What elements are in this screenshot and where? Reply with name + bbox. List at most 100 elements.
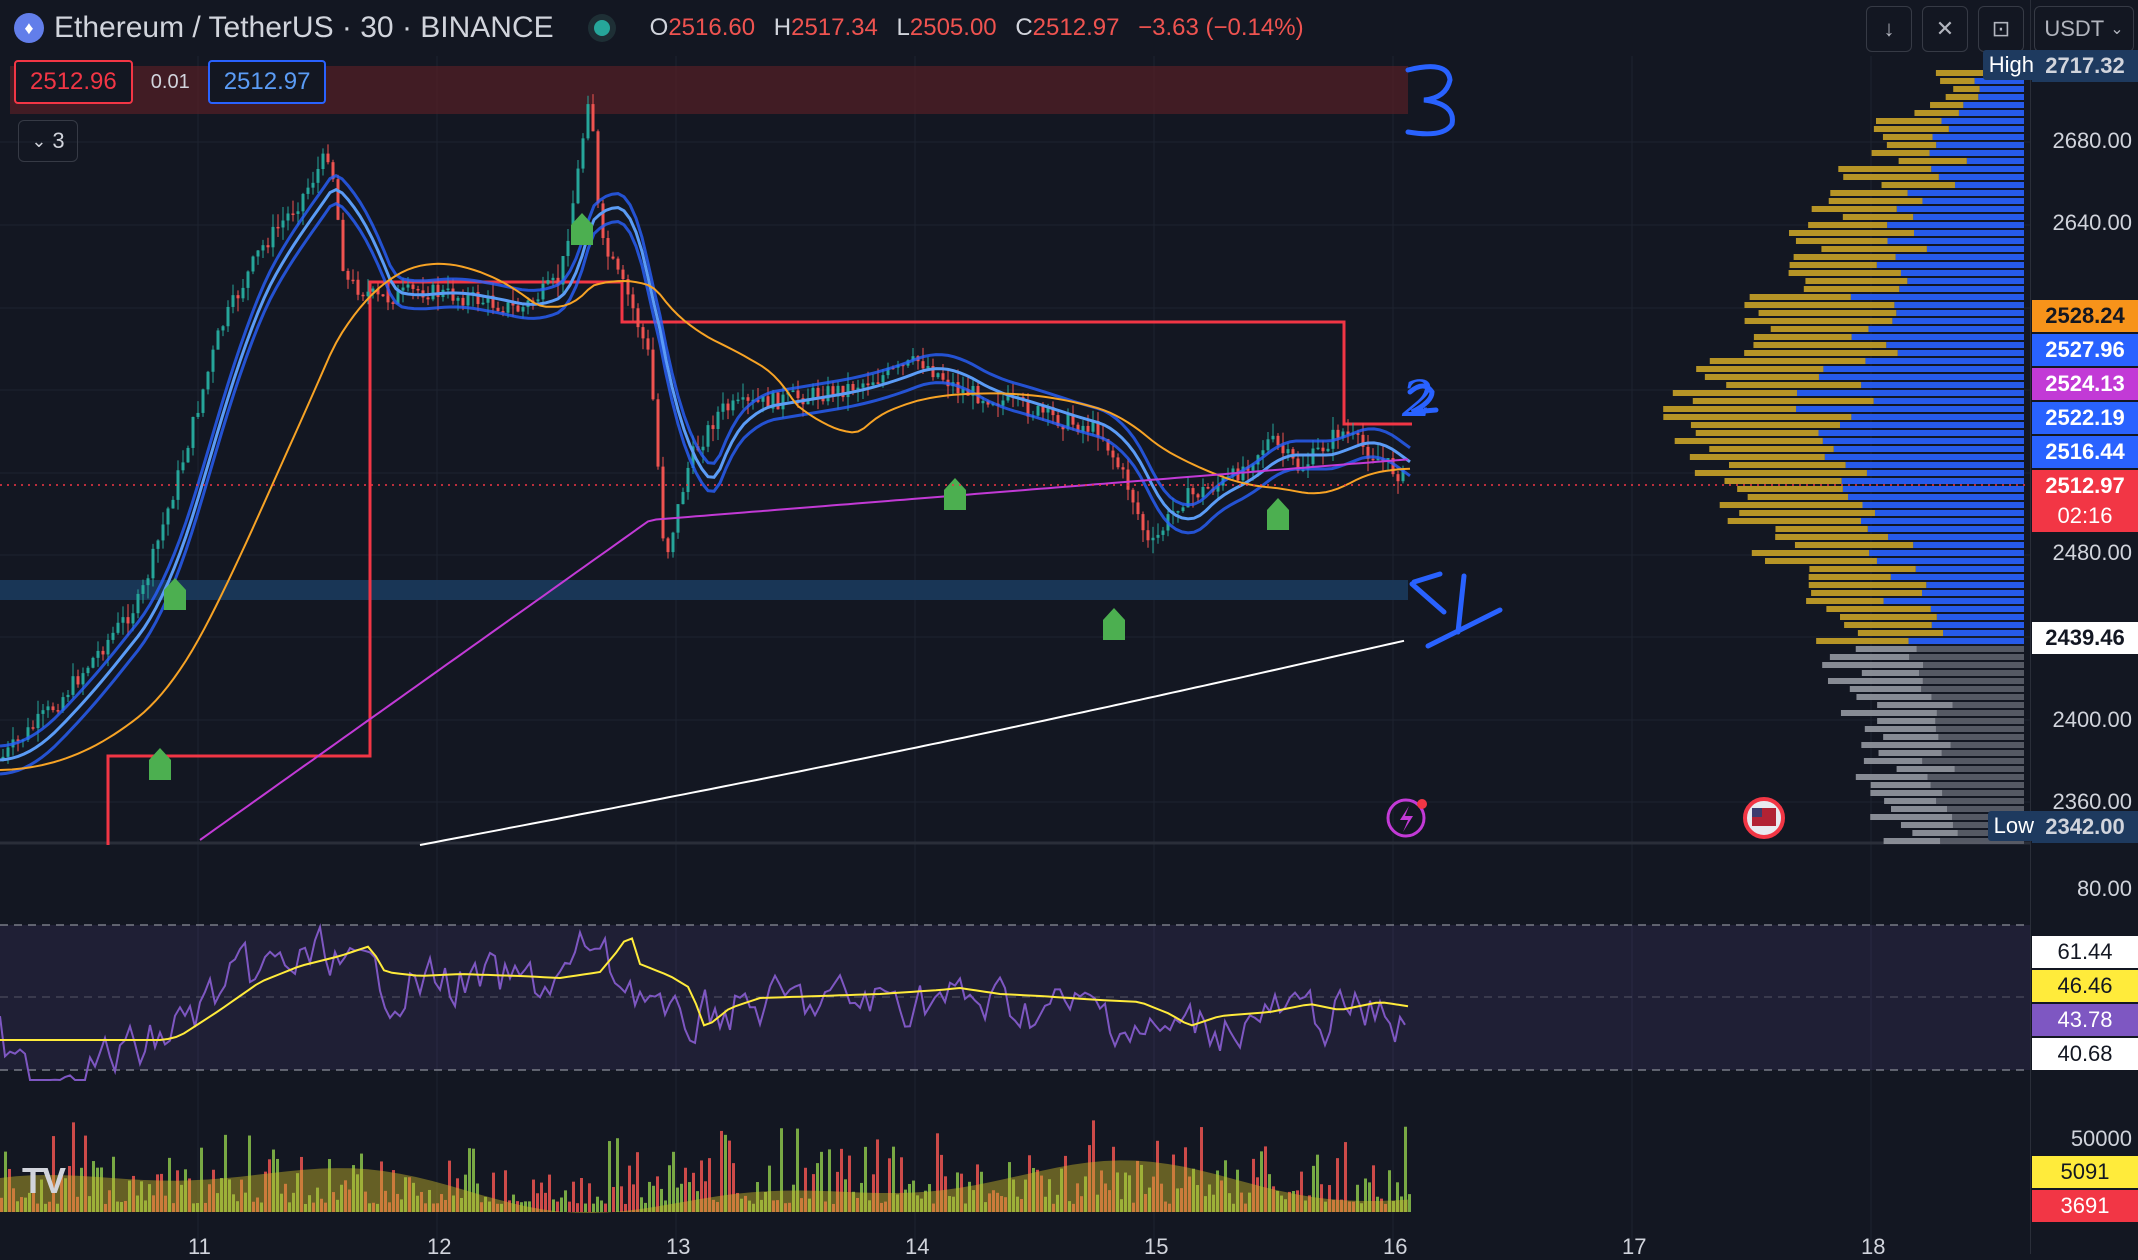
volume-bar [632, 1184, 635, 1212]
price-axis[interactable] [2030, 0, 2138, 1254]
close-button[interactable]: ✕ [1922, 6, 1968, 52]
high-label: H [773, 14, 792, 41]
tradingview-logo[interactable]: TV [22, 1160, 66, 1201]
volume-bar [1220, 1180, 1223, 1212]
currency-select[interactable]: USDT ⌄ [2034, 6, 2134, 52]
candle-body [711, 425, 715, 429]
profile-bar-down [1775, 526, 1868, 532]
candle-body [1041, 405, 1045, 413]
candle-body [66, 694, 70, 698]
symbol-title[interactable]: Ethereum / TetherUS · 30 · BINANCE [54, 11, 554, 44]
profile-bar-up [1919, 670, 2024, 676]
buy-arrow-icon [164, 578, 186, 610]
profile-bar-down [1827, 678, 1923, 684]
support-zone-1[interactable] [0, 580, 1408, 600]
volume-bar [436, 1203, 439, 1212]
profile-bar-up [1894, 302, 2024, 308]
volume-bar [144, 1200, 147, 1212]
profile-bar-up [1867, 526, 2024, 532]
moving-averages [0, 174, 1411, 846]
profile-bar-up [1900, 270, 2024, 276]
profile-bar-up [1868, 326, 2024, 332]
volume-bar [644, 1202, 647, 1212]
volume-bar [104, 1203, 107, 1212]
candle-body [856, 387, 860, 391]
candle-body [386, 296, 390, 303]
profile-bar-down [1871, 150, 1930, 156]
screenshot-button[interactable]: ⊡ [1978, 6, 2024, 52]
candle-body [241, 287, 245, 299]
volume-bar [44, 1203, 47, 1212]
volume-bar [1244, 1203, 1247, 1212]
volume-bar [184, 1169, 187, 1212]
buy-button[interactable]: 2512.97 [207, 60, 327, 104]
candle-body [1161, 530, 1165, 535]
arrow-down-icon: ↓ [1883, 16, 1895, 41]
structure-boxes[interactable] [106, 280, 1412, 845]
volume-bar [868, 1200, 871, 1212]
profile-bar-down [1747, 494, 1849, 500]
candle-body [596, 131, 600, 204]
volume-bar [652, 1185, 655, 1212]
profile-bar-down [1844, 622, 1932, 628]
alert-flash-icon[interactable] [1386, 798, 1426, 838]
volume-bar [24, 1197, 27, 1212]
candle-body [1291, 449, 1295, 459]
candle-body [936, 373, 940, 378]
volume-bar [764, 1191, 767, 1212]
profile-bar-up [1974, 78, 2024, 84]
volume-bar [660, 1188, 663, 1212]
candle-body [706, 425, 710, 447]
candle-body [546, 280, 550, 284]
candle-body [1146, 530, 1150, 541]
profile-bar-up [1954, 766, 2024, 772]
volume-bar [608, 1141, 611, 1212]
volume-bar [1236, 1169, 1239, 1212]
profile-bar-down [1914, 110, 1959, 116]
volume-bar [36, 1203, 39, 1212]
trade-panel: 2512.96 0.01 2512.97 [14, 60, 327, 104]
annotation-3-stroke [1405, 64, 1455, 137]
candle-body [621, 269, 625, 280]
volume-bar [320, 1198, 323, 1212]
volume-bar [760, 1199, 763, 1212]
profile-bar-down [1883, 838, 1941, 844]
buy-arrow-icon [944, 478, 966, 510]
close-value: 2512.97 [1032, 14, 1120, 41]
profile-bar-up [1822, 438, 2024, 444]
volume-bar [1080, 1196, 1083, 1212]
candle-body [31, 727, 35, 729]
candle-body [81, 673, 85, 685]
profile-bar-up [1841, 478, 2024, 484]
profile-bar-up [1842, 486, 2024, 492]
volume-bar [352, 1165, 355, 1212]
volume-bar [648, 1181, 651, 1212]
volume-bar [732, 1163, 735, 1212]
candle-body [981, 400, 985, 404]
buy-arrow-icon [1267, 498, 1289, 530]
profile-bar-down [1709, 446, 1834, 452]
volume-bar [768, 1165, 771, 1212]
candle-body [681, 492, 685, 505]
download-button[interactable]: ↓ [1866, 6, 1912, 52]
volume-bar [136, 1195, 139, 1212]
volume-bar [784, 1203, 787, 1212]
indicators-collapse-button[interactable]: ⌄ 3 [18, 120, 78, 162]
profile-bar-up [1823, 366, 2024, 372]
market-status-dot-icon[interactable] [593, 20, 610, 36]
volume-bar [388, 1202, 391, 1212]
low-label: L [896, 14, 910, 41]
sell-button[interactable]: 2512.96 [14, 60, 133, 104]
price-tick: 2480.00 [2052, 540, 2132, 565]
volume-bar [1076, 1183, 1079, 1212]
candle-body [571, 203, 575, 241]
volume-bar [1288, 1191, 1291, 1212]
buy-arrow-icon [149, 748, 171, 780]
ethereum-icon[interactable]: ♦ [14, 13, 44, 43]
volume-bar [244, 1192, 247, 1212]
volume-bar [308, 1195, 311, 1212]
price-label-5: 2516.44 [2032, 436, 2138, 468]
volume-bar [496, 1203, 499, 1212]
volume-bar [1364, 1178, 1367, 1212]
